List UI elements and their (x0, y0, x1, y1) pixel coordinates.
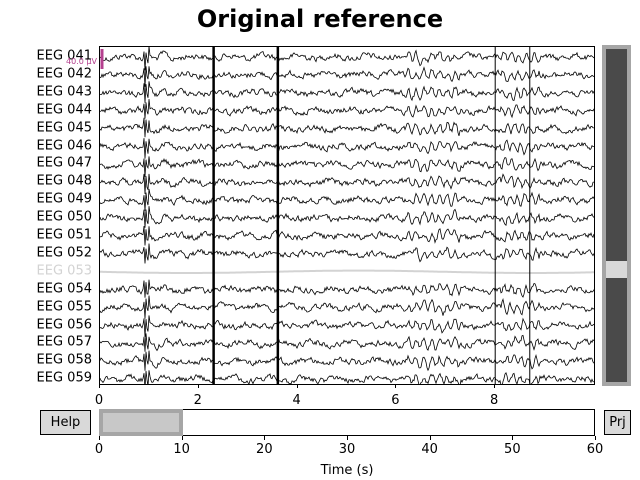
overview-tick-mark (429, 436, 431, 440)
channel-trace[interactable] (100, 269, 594, 274)
overview-tick-label: 30 (338, 442, 356, 457)
channel-trace[interactable] (100, 47, 594, 71)
channel-label[interactable]: EEG 059 (36, 370, 92, 386)
time-tick-label: 0 (94, 393, 104, 408)
channel-trace[interactable] (100, 279, 594, 298)
channel-label[interactable]: EEG 044 (36, 102, 92, 118)
overview-tick-label: 50 (504, 442, 521, 457)
overview-tick-label: 0 (94, 442, 104, 457)
channel-trace[interactable] (100, 138, 594, 159)
time-tick-mark (494, 384, 496, 388)
channel-label[interactable]: EEG 043 (36, 84, 92, 100)
time-tick-label: 2 (193, 393, 202, 408)
channel-label[interactable]: EEG 053 (36, 263, 92, 279)
channel-trace[interactable] (100, 173, 594, 195)
overview-tick-mark (181, 436, 183, 440)
time-tick-mark (99, 384, 100, 388)
channel-trace[interactable] (100, 333, 594, 352)
channel-trace[interactable] (100, 156, 594, 177)
overview-tick-mark (347, 436, 348, 440)
channel-label[interactable]: EEG 057 (36, 334, 92, 350)
time-scrollbar-thumb-face[interactable] (103, 413, 179, 432)
projectors-button[interactable]: Prj (604, 410, 631, 435)
channel-label[interactable]: EEG 047 (36, 155, 92, 171)
channel-trace[interactable] (100, 225, 594, 246)
time-tick-mark (296, 384, 298, 388)
time-tick-label: 4 (292, 393, 301, 408)
channel-label[interactable]: EEG 049 (36, 191, 92, 207)
help-button[interactable]: Help (40, 410, 91, 435)
channel-label[interactable]: EEG 041 (36, 48, 92, 64)
overview-tick-mark (512, 436, 514, 440)
channel-trace[interactable] (100, 99, 594, 119)
overview-tick-label: 10 (173, 442, 190, 457)
channel-trace[interactable] (100, 315, 594, 337)
figure-title: Original reference (196, 5, 444, 33)
time-tick-label: 8 (490, 393, 499, 408)
overview-tick-mark (595, 436, 596, 440)
channel-trace[interactable] (100, 206, 594, 228)
channel-trace[interactable] (100, 350, 594, 372)
channel-label[interactable]: EEG 056 (36, 317, 92, 332)
overview-tick-mark (264, 436, 266, 440)
channel-trace[interactable] (100, 295, 594, 319)
overview-tick-label: 20 (256, 442, 273, 457)
overview-tick-label: 60 (586, 442, 604, 457)
channel-label[interactable]: EEG 054 (36, 281, 92, 297)
channel-trace[interactable] (100, 81, 594, 103)
time-tick-mark (197, 384, 199, 388)
channel-label[interactable]: EEG 046 (36, 138, 92, 153)
channel-label[interactable]: EEG 050 (36, 209, 92, 225)
channel-trace[interactable] (100, 188, 594, 211)
channel-trace[interactable] (100, 66, 594, 87)
channel-label[interactable]: EEG 048 (36, 173, 92, 189)
time-tick-label: 6 (391, 393, 400, 408)
channel-trace[interactable] (100, 117, 594, 138)
overview-tick-mark (99, 436, 100, 440)
overview-tick-label: 40 (421, 442, 438, 457)
channel-scrollbar-thumb[interactable] (606, 49, 627, 382)
channel-trace[interactable] (100, 370, 594, 384)
channel-label[interactable]: EEG 058 (36, 352, 92, 368)
channel-label[interactable]: EEG 051 (36, 227, 92, 243)
channel-label[interactable]: EEG 042 (36, 66, 92, 82)
channel-label[interactable]: EEG 045 (36, 120, 92, 136)
eeg-trace-plot[interactable] (99, 46, 595, 385)
time-axis-label: Time (s) (320, 463, 374, 478)
eeg-traces-canvas[interactable] (100, 47, 594, 384)
scale-bar-label: 40.0 µV (66, 57, 97, 66)
time-tick-mark (395, 384, 397, 388)
channel-trace[interactable] (100, 243, 594, 264)
channel-label[interactable]: EEG 055 (36, 299, 92, 315)
bad-channel-marker (606, 261, 627, 278)
channel-label[interactable]: EEG 052 (36, 245, 92, 261)
